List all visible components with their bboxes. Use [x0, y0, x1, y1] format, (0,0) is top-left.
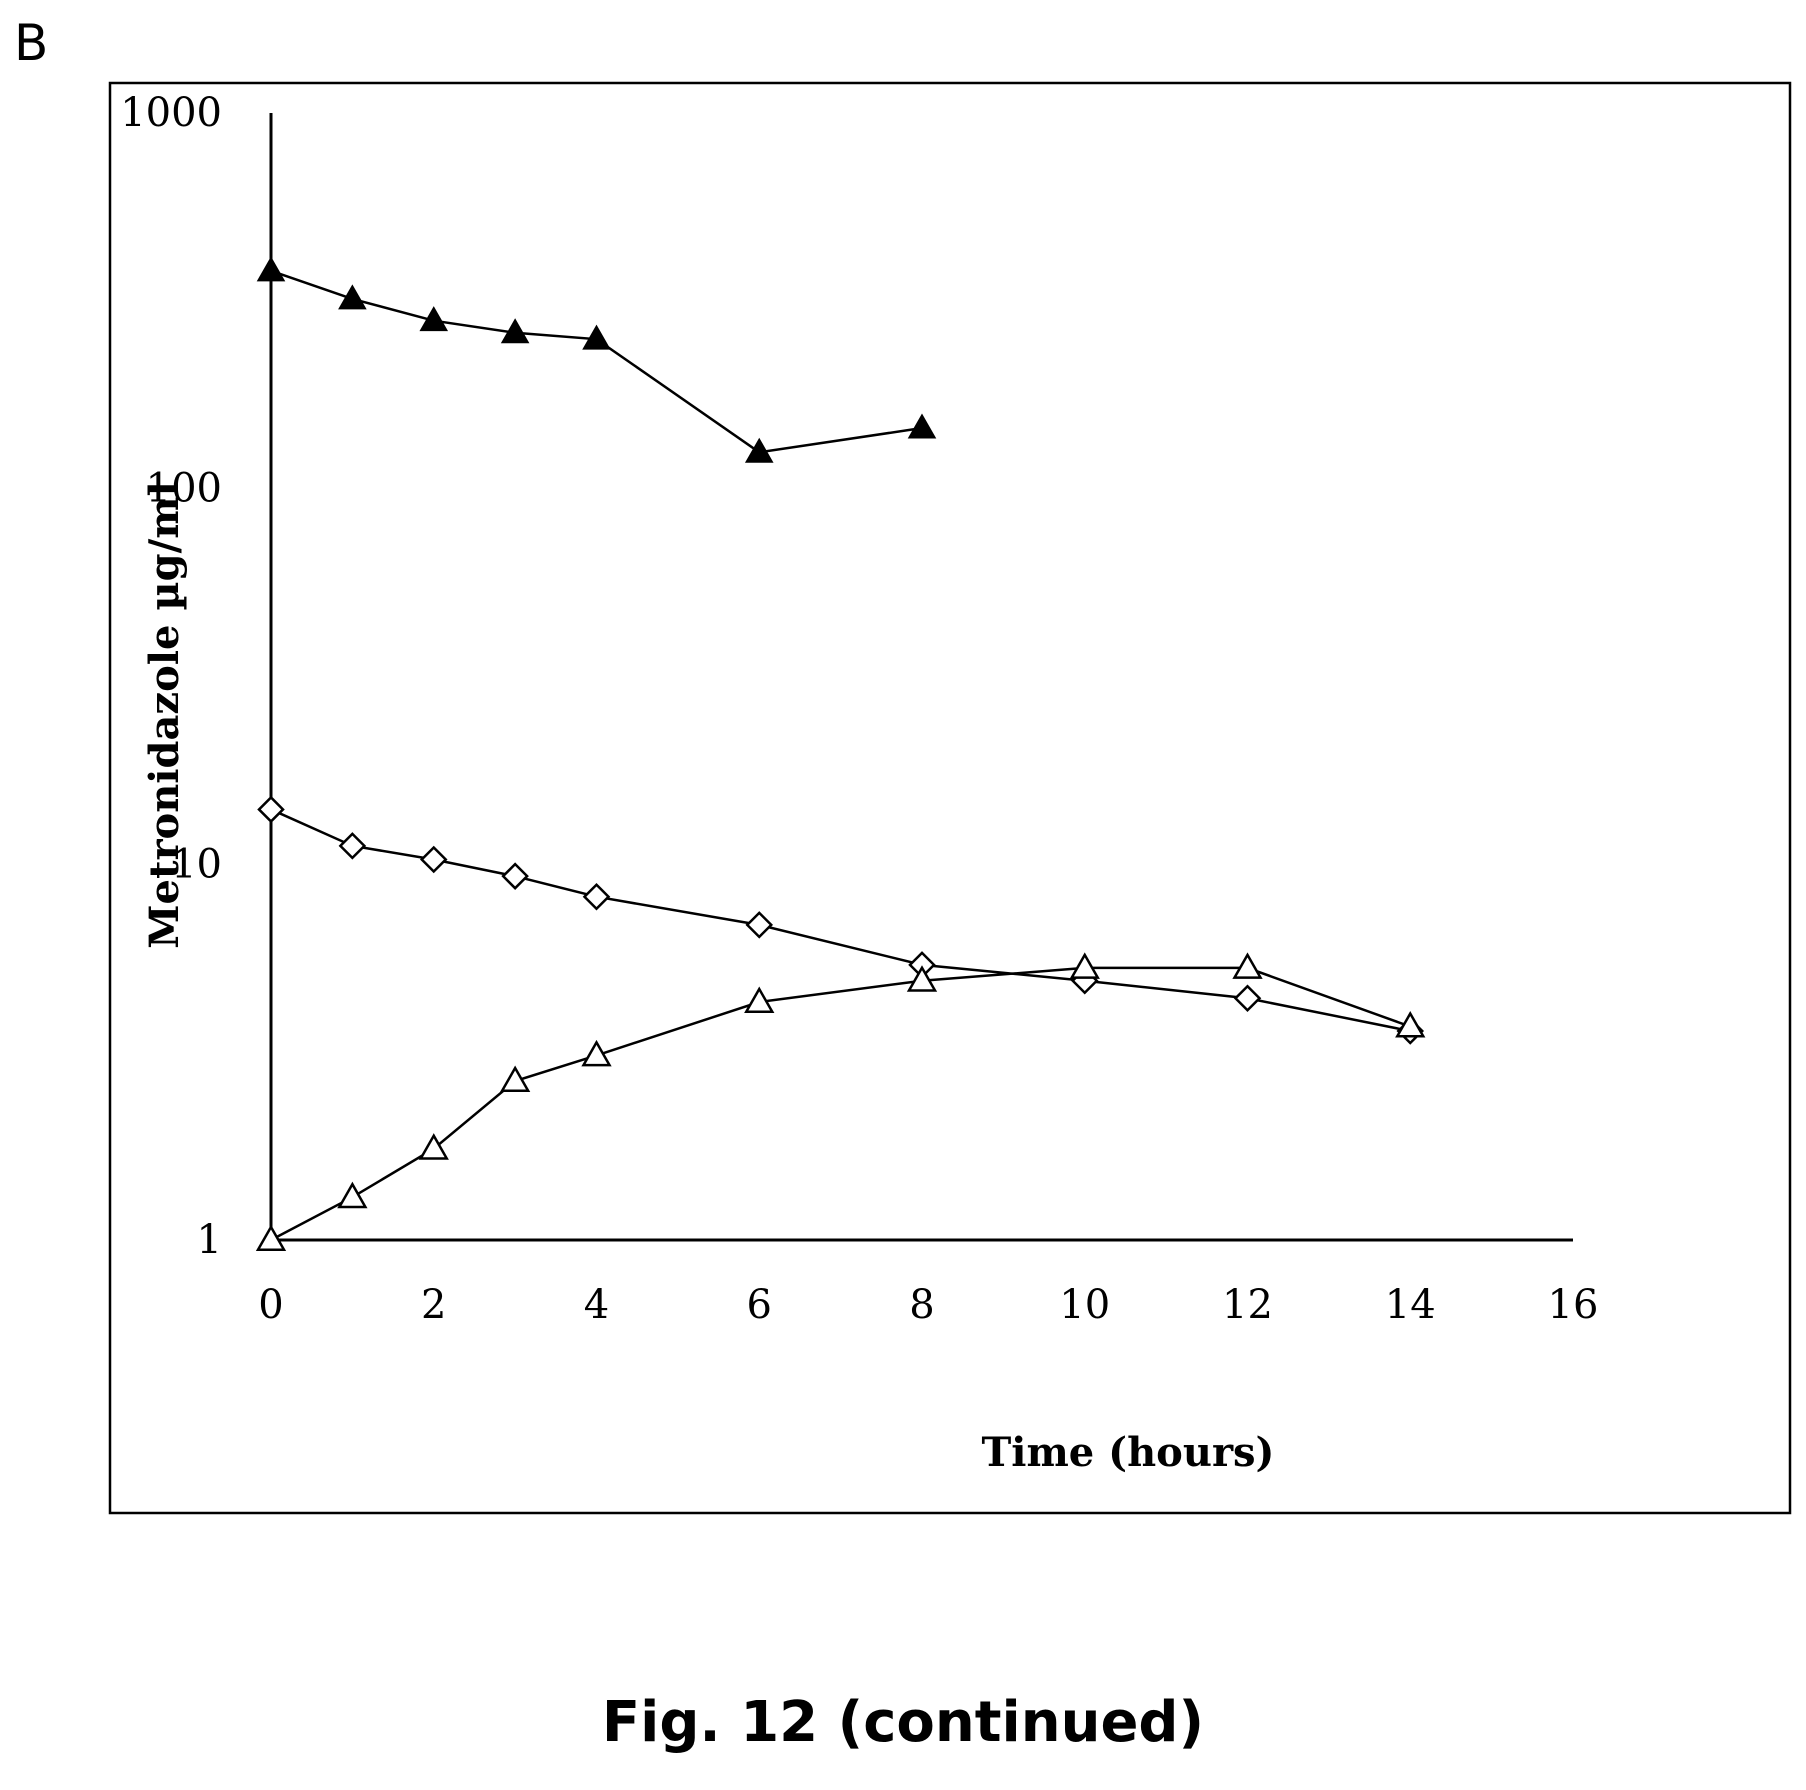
- data-point: [1233, 984, 1262, 1013]
- y-axis-title: Metronidazole µg/ml: [141, 481, 188, 948]
- y-tick-label: 1: [197, 1217, 222, 1263]
- series-filled-triangle: [256, 256, 937, 463]
- x-tick-label: 14: [1385, 1282, 1436, 1328]
- series-line: [270, 966, 1411, 1242]
- data-point: [419, 306, 449, 332]
- series-layer: [255, 256, 1426, 1251]
- data-point: [338, 284, 367, 310]
- data-point: [907, 413, 937, 439]
- figure-caption: Fig. 12 (continued): [601, 1690, 1205, 1755]
- data-point: [499, 1065, 531, 1093]
- x-tick-label: 4: [584, 1282, 609, 1328]
- data-point: [744, 437, 774, 463]
- series-line: [270, 269, 923, 454]
- data-point: [255, 1224, 287, 1251]
- data-point: [501, 862, 529, 890]
- data-point: [906, 965, 938, 992]
- panel-label: B: [14, 14, 49, 72]
- data-point: [338, 832, 367, 860]
- data-point: [744, 986, 775, 1014]
- x-tick-label: 6: [747, 1282, 772, 1328]
- data-point: [581, 1039, 612, 1067]
- y-tick-label: 10: [171, 841, 222, 887]
- data-point: [582, 882, 611, 911]
- x-tick-labels: 0 2 4 6 8 10 12 14 16: [258, 1282, 1598, 1328]
- data-point: [582, 324, 611, 350]
- y-tick-label: 100: [146, 466, 222, 512]
- data-point: [1069, 952, 1100, 979]
- series-line: [270, 808, 1411, 1033]
- y-tick-labels: 1 10 100 1000: [120, 90, 222, 1263]
- data-point: [256, 256, 286, 282]
- data-point: [419, 845, 448, 874]
- x-tick-label: 12: [1222, 1282, 1273, 1328]
- series-open-triangle: [255, 952, 1426, 1251]
- x-tick-label: 0: [258, 1282, 283, 1328]
- data-point: [257, 795, 285, 824]
- series-open-diamond: [257, 795, 1425, 1045]
- data-point: [745, 911, 774, 939]
- x-tick-label: 10: [1059, 1282, 1110, 1328]
- data-point: [1232, 952, 1263, 979]
- axes: [269, 113, 1573, 1242]
- x-axis-title: Time (hours): [982, 1429, 1275, 1476]
- data-point: [1395, 1011, 1426, 1038]
- data-point: [418, 1133, 449, 1160]
- data-point: [337, 1181, 368, 1209]
- x-tick-label: 8: [909, 1282, 934, 1328]
- data-point: [500, 318, 530, 344]
- y-tick-label: 1000: [120, 90, 222, 136]
- x-tick-label: 16: [1548, 1282, 1599, 1328]
- chart-frame: [108, 81, 1792, 1515]
- x-tick-label: 2: [421, 1282, 446, 1328]
